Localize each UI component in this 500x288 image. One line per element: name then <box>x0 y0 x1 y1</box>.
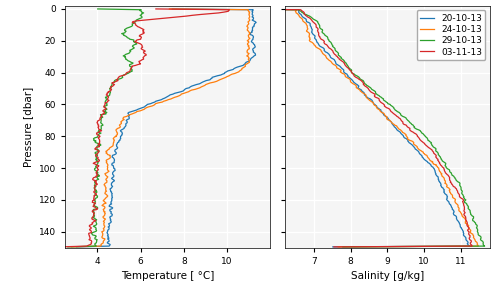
X-axis label: Temperature [ °C]: Temperature [ °C] <box>121 271 214 281</box>
Y-axis label: Pressure [dbar]: Pressure [dbar] <box>23 87 33 167</box>
X-axis label: Salinity [g/kg]: Salinity [g/kg] <box>350 271 424 281</box>
Legend: 20-10-13, 24-10-13, 29-10-13, 03-11-13: 20-10-13, 24-10-13, 29-10-13, 03-11-13 <box>416 10 486 60</box>
